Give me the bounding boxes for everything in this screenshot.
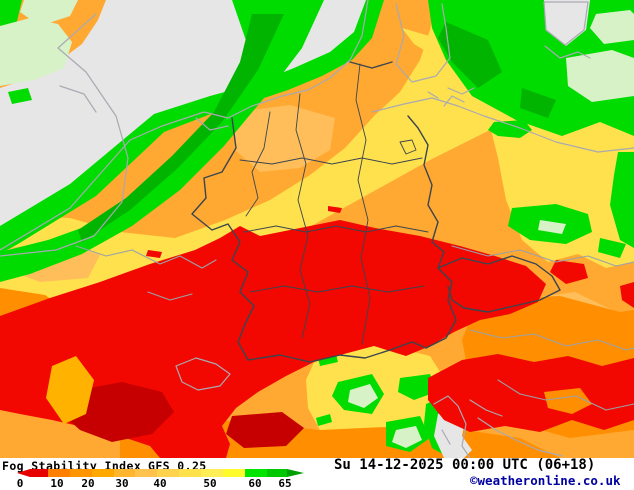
map-region-orange-deep-patches (0, 288, 634, 458)
map-region-pale-green-patches (0, 0, 634, 448)
map-region-green-baltic (428, 0, 634, 136)
map-region-amber-streak (46, 356, 94, 424)
model-label: GFS 0.25 (148, 459, 207, 473)
coastlines (0, 0, 634, 458)
map-region-orange-spot-balkan (544, 388, 592, 414)
weather-map (0, 0, 634, 458)
country-borders-dark (191, 61, 561, 363)
map-region-green-band-coastal (0, 0, 384, 254)
fsi-map-canvas (0, 0, 634, 458)
timestamp: Su 14-12-2025 00:00 UTC (06+18) (334, 457, 596, 473)
copyright-link[interactable]: ©weatheronline.co.uk (470, 473, 621, 488)
map-region-dark-red-cores (62, 382, 304, 448)
page-title: Fog Stability Index (2, 459, 142, 473)
country-borders-gray (75, 245, 634, 411)
state-borders (239, 63, 429, 345)
map-region-red-spots-balkan (146, 206, 634, 432)
